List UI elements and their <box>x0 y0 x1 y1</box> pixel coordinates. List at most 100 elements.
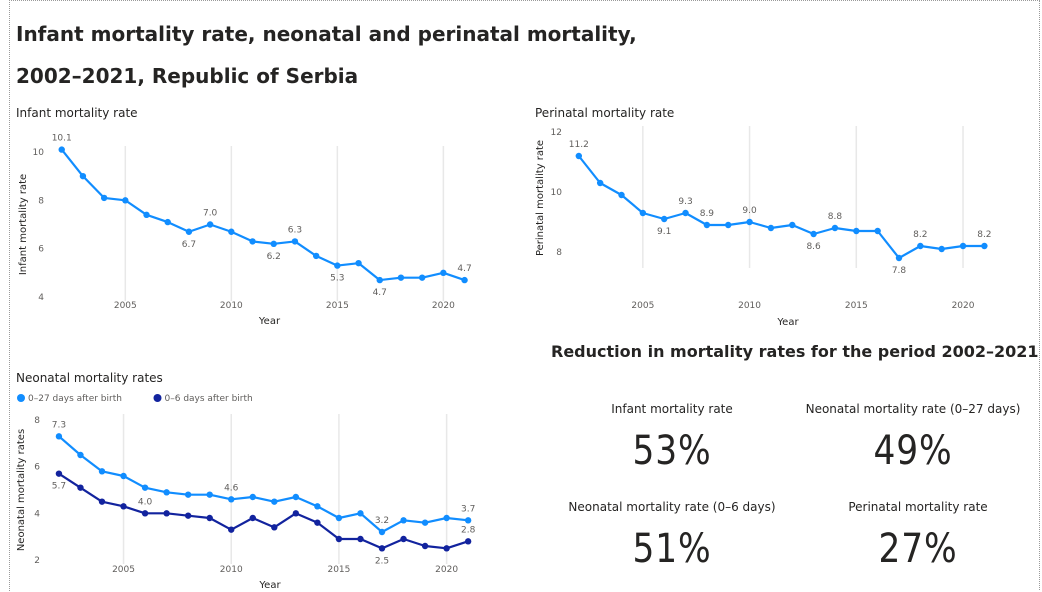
data-point <box>206 221 214 228</box>
x-tick-label: 2010 <box>220 301 243 311</box>
data-point <box>120 472 127 480</box>
kpi-label-neonatal-27: Neonatal mortality rate (0–27 days) <box>805 402 1021 416</box>
data-label: 8.9 <box>700 209 715 219</box>
data-label: 8.8 <box>828 212 843 222</box>
data-point <box>163 489 170 496</box>
data-point <box>58 146 65 153</box>
data-label: 2.8 <box>461 525 476 535</box>
x-axis-label: Year <box>258 316 281 327</box>
data-point <box>292 510 300 517</box>
data-point <box>874 227 881 235</box>
data-point <box>938 245 945 253</box>
y-axis-label: Infant mortality rate <box>18 174 29 275</box>
data-label: 5.7 <box>52 482 66 492</box>
data-point <box>443 514 450 522</box>
data-point <box>357 535 364 543</box>
data-point <box>440 269 447 277</box>
data-label: 4.7 <box>457 264 471 274</box>
data-point <box>357 510 364 517</box>
y-tick-label: 10 <box>33 148 45 158</box>
data-point <box>314 503 321 510</box>
y-tick-label: 8 <box>34 416 40 426</box>
data-point <box>917 242 924 250</box>
data-point <box>292 493 300 501</box>
data-label: 8.6 <box>806 242 821 252</box>
data-point <box>141 484 149 491</box>
data-point <box>853 227 860 235</box>
x-axis-label: Year <box>258 580 281 591</box>
y-tick-label: 6 <box>38 245 44 255</box>
kpi-value-perinatal: 27% <box>878 526 958 572</box>
data-point <box>335 514 343 522</box>
data-label: 7.0 <box>203 209 218 219</box>
data-point <box>55 433 63 440</box>
data-point <box>98 498 106 505</box>
data-label: 8.2 <box>977 230 991 240</box>
data-point <box>77 484 84 491</box>
y-tick-label: 6 <box>34 463 40 473</box>
data-point <box>184 491 192 498</box>
chart-title: Perinatal mortality rate <box>535 106 674 120</box>
data-point <box>334 262 341 269</box>
data-label: 6.3 <box>288 225 302 235</box>
data-point <box>249 238 256 245</box>
data-point <box>660 215 668 223</box>
series-line <box>58 435 469 534</box>
x-tick-label: 2020 <box>952 301 975 311</box>
data-point <box>228 496 235 503</box>
data-label: 5.3 <box>330 274 344 284</box>
data-point <box>270 240 277 248</box>
data-label: 9.0 <box>742 206 757 216</box>
x-tick-label: 2020 <box>432 301 455 311</box>
x-tick-label: 2020 <box>435 565 458 575</box>
data-point <box>682 209 689 217</box>
y-tick-label: 10 <box>551 188 563 198</box>
data-label: 7.3 <box>52 420 66 430</box>
x-tick-label: 2005 <box>112 565 135 575</box>
data-point <box>122 197 129 204</box>
data-point <box>746 218 753 226</box>
data-point <box>400 535 407 543</box>
data-label: 7.8 <box>892 266 907 276</box>
x-tick-label: 2015 <box>845 301 868 311</box>
y-tick-label: 8 <box>556 248 562 258</box>
legend-marker <box>153 394 162 402</box>
y-axis-label: Neonatal mortality rates <box>16 429 27 551</box>
data-label: 4.6 <box>224 483 239 493</box>
y-tick-label: 12 <box>551 128 562 138</box>
data-label: 10.1 <box>52 134 72 144</box>
data-point <box>810 230 817 238</box>
data-point <box>959 242 967 250</box>
data-point <box>164 218 171 226</box>
report-frame <box>9 0 1040 591</box>
page-title-line-2: 2002–2021, Republic of Serbia <box>16 64 359 88</box>
series-line <box>60 148 465 282</box>
data-point <box>400 517 407 524</box>
data-point <box>141 510 149 517</box>
data-point <box>421 519 429 526</box>
data-label: 3.7 <box>461 504 475 514</box>
x-tick-label: 2010 <box>738 301 761 311</box>
data-point <box>249 493 256 501</box>
data-point <box>639 209 647 217</box>
data-point <box>895 254 903 262</box>
y-tick-label: 8 <box>38 196 44 206</box>
data-label: 2.5 <box>375 556 389 566</box>
data-point <box>55 470 63 477</box>
data-point <box>206 514 213 522</box>
chart-title: Neonatal mortality rates <box>16 371 163 385</box>
data-point <box>79 172 87 180</box>
data-point <box>725 221 732 229</box>
data-point <box>185 228 193 235</box>
data-point <box>355 259 362 267</box>
y-tick-label: 4 <box>34 509 40 519</box>
kpi-label-neonatal-6: Neonatal mortality rate (0–6 days) <box>568 500 776 514</box>
data-point <box>618 191 625 199</box>
data-point <box>228 228 235 235</box>
data-point <box>206 491 213 498</box>
data-label: 6.7 <box>182 240 196 250</box>
x-tick-label: 2015 <box>327 565 350 575</box>
